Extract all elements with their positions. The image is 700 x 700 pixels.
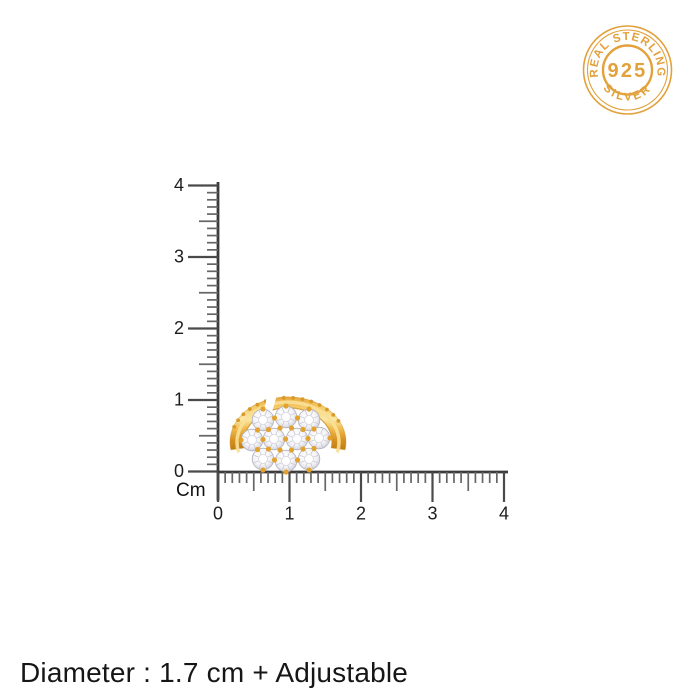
ring-adjustable-gap — [264, 395, 277, 412]
ruler-number: 0 — [174, 461, 184, 481]
ruler-number: 4 — [499, 504, 509, 524]
ruler-number: 1 — [284, 504, 294, 524]
ring-prongs — [238, 403, 333, 475]
ring-band-highlight — [235, 400, 341, 453]
ring-image — [229, 395, 347, 475]
ruler-number: 0 — [213, 504, 223, 524]
badge-925-text: 925 — [608, 60, 648, 82]
ruler-unit-label: Cm — [176, 480, 206, 501]
ruler-number: 4 — [174, 175, 184, 195]
diameter-caption: Diameter : 1.7 cm + Adjustable — [20, 657, 409, 688]
badge-inner-circle — [601, 44, 654, 96]
ruler-number: 1 — [174, 390, 184, 410]
ruler-number: 3 — [427, 504, 437, 524]
badge-bottom-text: SILVER — [601, 82, 655, 104]
ruler-number: 2 — [174, 318, 184, 338]
cm-ruler: 0 0 1 1 2 2 3 3 4 4 — [174, 175, 509, 524]
ruler-number: 3 — [174, 247, 184, 267]
badge-outer-circle — [582, 25, 673, 115]
sterling-925-badge: REAL STERLING SILVER 925 — [582, 25, 673, 115]
badge-middle-circle — [586, 29, 669, 111]
ruler-number: 2 — [356, 504, 366, 524]
